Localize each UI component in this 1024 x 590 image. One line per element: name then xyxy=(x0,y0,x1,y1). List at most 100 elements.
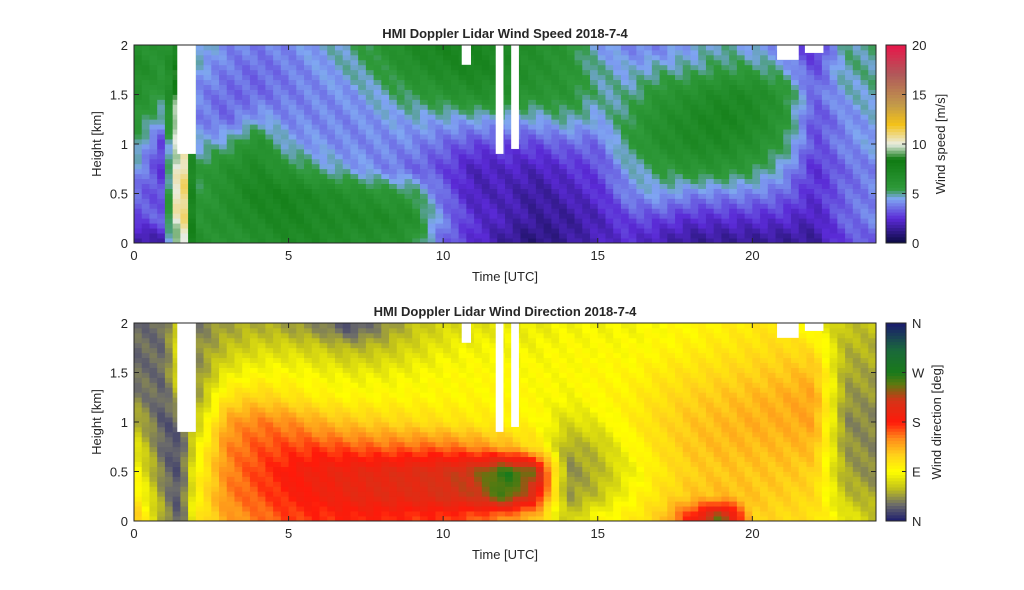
heatmap-cell xyxy=(528,169,536,174)
heatmap-cell xyxy=(204,174,212,179)
heatmap-cell xyxy=(289,194,297,199)
heatmap-cell xyxy=(227,338,235,343)
heatmap-cell xyxy=(536,50,544,55)
heatmap-cell xyxy=(157,447,165,452)
heatmap-cell xyxy=(729,159,737,164)
heatmap-cell xyxy=(273,452,281,457)
heatmap-cell xyxy=(211,402,219,407)
heatmap-cell xyxy=(845,194,853,199)
heatmap-cell xyxy=(242,99,250,104)
heatmap-cell xyxy=(196,358,204,363)
heatmap-cell xyxy=(459,104,467,109)
heatmap-cell xyxy=(737,129,745,134)
heatmap-cell xyxy=(219,174,227,179)
heatmap-cell xyxy=(752,194,760,199)
heatmap-cell xyxy=(567,99,575,104)
heatmap-cell xyxy=(273,377,281,382)
heatmap-cell xyxy=(613,65,621,70)
heatmap-cell xyxy=(180,159,188,164)
heatmap-cell xyxy=(204,452,212,457)
heatmap-cell xyxy=(536,95,544,100)
heatmap-cell xyxy=(590,203,598,208)
heatmap-cell xyxy=(320,377,328,382)
colorbar-swatch xyxy=(886,135,906,139)
heatmap-cell xyxy=(227,134,235,139)
heatmap-cell xyxy=(745,228,753,233)
heatmap-cell xyxy=(165,189,173,194)
heatmap-cell xyxy=(312,65,320,70)
heatmap-cell xyxy=(721,129,729,134)
heatmap-cell xyxy=(737,70,745,75)
heatmap-cell xyxy=(629,60,637,65)
heatmap-cell xyxy=(258,45,266,50)
heatmap-cell xyxy=(559,119,567,124)
heatmap-cell xyxy=(327,179,335,184)
heatmap-cell xyxy=(868,174,876,179)
heatmap-cell xyxy=(327,65,335,70)
heatmap-cell xyxy=(853,154,861,159)
heatmap-cell xyxy=(219,203,227,208)
heatmap-cell xyxy=(745,70,753,75)
heatmap-cell xyxy=(227,129,235,134)
heatmap-cell xyxy=(366,189,374,194)
heatmap-cell xyxy=(544,228,552,233)
heatmap-cell xyxy=(134,149,142,154)
heatmap-cell xyxy=(799,144,807,149)
heatmap-cell xyxy=(157,407,165,412)
heatmap-cell xyxy=(868,55,876,60)
heatmap-cell xyxy=(760,99,768,104)
heatmap-cell xyxy=(443,85,451,90)
colorbar-swatch xyxy=(886,153,906,157)
heatmap-cell xyxy=(443,45,451,50)
heatmap-cell xyxy=(157,228,165,233)
heatmap-cell xyxy=(698,154,706,159)
heatmap-cell xyxy=(327,184,335,189)
heatmap-cell xyxy=(837,154,845,159)
heatmap-cell xyxy=(567,164,575,169)
heatmap-cell xyxy=(830,45,838,50)
heatmap-cell xyxy=(691,139,699,144)
heatmap-cell xyxy=(598,228,606,233)
heatmap-cell xyxy=(613,75,621,80)
heatmap-cell xyxy=(513,154,521,159)
heatmap-cell xyxy=(660,213,668,218)
heatmap-cell xyxy=(405,95,413,100)
heatmap-cell xyxy=(397,85,405,90)
heatmap-cell xyxy=(629,50,637,55)
heatmap-cell xyxy=(204,99,212,104)
heatmap-cell xyxy=(320,333,328,338)
heatmap-cell xyxy=(304,208,312,213)
heatmap-cell xyxy=(227,218,235,223)
heatmap-cell xyxy=(281,462,289,467)
heatmap-cell xyxy=(605,184,613,189)
heatmap-cell xyxy=(714,169,722,174)
heatmap-cell xyxy=(505,203,513,208)
heatmap-cell xyxy=(428,198,436,203)
heatmap-cell xyxy=(868,65,876,70)
heatmap-cell xyxy=(273,491,281,496)
heatmap-cell xyxy=(250,104,258,109)
heatmap-cell xyxy=(320,467,328,472)
heatmap-cell xyxy=(482,159,490,164)
heatmap-cell xyxy=(350,85,358,90)
heatmap-cell xyxy=(165,417,173,422)
heatmap-cell xyxy=(428,65,436,70)
heatmap-cell xyxy=(173,203,181,208)
heatmap-cell xyxy=(853,213,861,218)
heatmap-cell xyxy=(528,189,536,194)
heatmap-cell xyxy=(613,184,621,189)
heatmap-cell xyxy=(567,119,575,124)
heatmap-cell xyxy=(335,80,343,85)
heatmap-cell xyxy=(435,179,443,184)
heatmap-cell xyxy=(567,80,575,85)
heatmap-cell xyxy=(822,95,830,100)
heatmap-cell xyxy=(312,363,320,368)
heatmap-cell xyxy=(188,154,196,159)
heatmap-cell xyxy=(350,60,358,65)
heatmap-cell xyxy=(405,45,413,50)
heatmap-cell xyxy=(837,213,845,218)
heatmap-cell xyxy=(134,338,142,343)
heatmap-cell xyxy=(459,189,467,194)
heatmap-cell xyxy=(691,95,699,100)
heatmap-cell xyxy=(327,45,335,50)
